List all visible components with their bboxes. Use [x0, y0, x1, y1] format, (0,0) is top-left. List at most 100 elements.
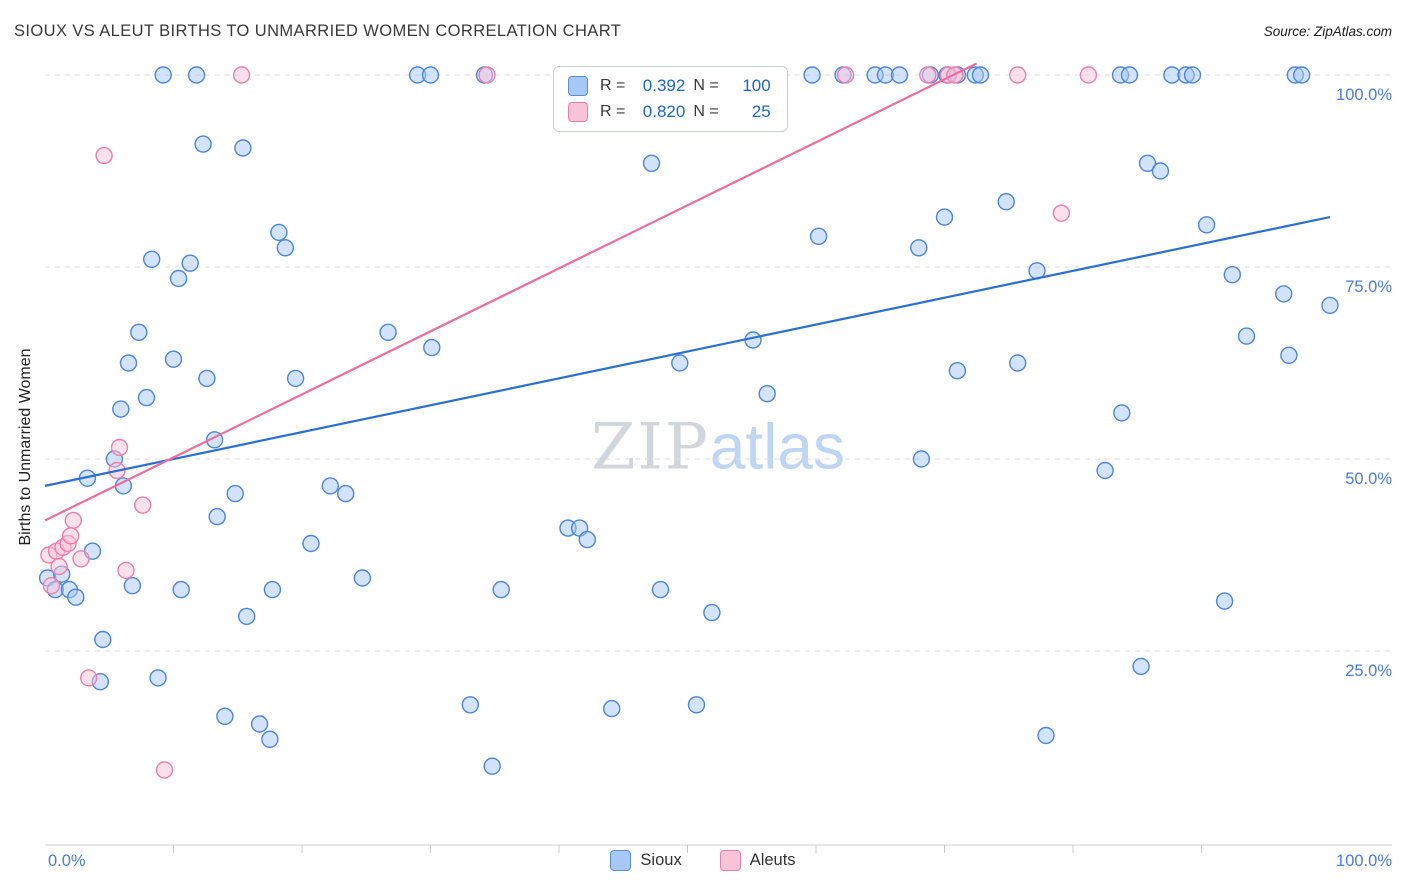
data-point-sioux	[1321, 296, 1339, 315]
data-point-sioux	[671, 354, 689, 372]
data-point-sioux	[237, 607, 256, 626]
data-point-sioux	[461, 696, 479, 714]
source-attribution[interactable]: Source: ZipAtlas.com	[1263, 24, 1392, 39]
data-point-sioux	[421, 66, 440, 84]
data-point-sioux	[935, 208, 954, 226]
data-point-sioux	[1151, 162, 1170, 180]
data-point-aleuts	[155, 761, 174, 779]
x-axis-end-label: 100.0%	[1336, 852, 1392, 870]
data-point-sioux	[137, 388, 156, 407]
y-axis-title: Births to Unmarried Women	[17, 348, 34, 546]
data-point-sioux	[142, 250, 161, 268]
data-point-sioux	[154, 66, 172, 84]
data-point-sioux	[164, 350, 183, 368]
data-point-sioux	[172, 580, 190, 599]
data-point-sioux	[1197, 216, 1216, 234]
data-point-sioux	[603, 699, 621, 718]
y-tick-label: 100.0%	[1336, 86, 1392, 104]
data-point-sioux	[1009, 354, 1027, 372]
page-title: SIOUX VS ALEUT BIRTHS TO UNMARRIED WOMEN…	[14, 22, 622, 40]
data-point-sioux	[910, 239, 928, 257]
aleuts-label: Aleuts	[749, 851, 796, 869]
data-point-sioux	[578, 530, 596, 549]
data-point-sioux	[1132, 657, 1150, 676]
sioux-swatch	[610, 850, 632, 871]
data-point-aleuts	[919, 66, 937, 84]
data-point-sioux	[208, 507, 226, 526]
data-point-sioux	[423, 338, 441, 357]
sioux-n-label: N =	[693, 77, 719, 94]
data-point-sioux	[948, 362, 967, 380]
data-point-aleuts	[72, 550, 90, 568]
data-point-sioux	[321, 477, 339, 495]
data-point-aleuts	[1079, 66, 1098, 84]
data-point-aleuts	[79, 669, 98, 687]
y-tick-label: 75.0%	[1345, 278, 1392, 296]
data-point-aleuts	[50, 557, 68, 576]
data-point-sioux	[123, 577, 142, 595]
data-point-sioux	[1138, 154, 1157, 173]
series-legend: Sioux Aleuts	[0, 850, 1406, 871]
data-point-aleuts	[836, 66, 855, 84]
data-point-sioux	[270, 223, 288, 242]
data-point-aleuts	[95, 146, 113, 165]
data-point-sioux	[1292, 66, 1311, 84]
data-point-sioux	[758, 385, 776, 403]
data-point-sioux	[353, 569, 372, 587]
legend-item-aleuts: Aleuts	[719, 850, 796, 871]
sioux-r-value: 0.392	[642, 76, 686, 95]
sioux-r-label: R =	[600, 77, 626, 94]
data-point-sioux	[112, 400, 130, 418]
data-point-sioux	[1120, 66, 1139, 84]
data-point-sioux	[1183, 66, 1202, 84]
aleuts-n-value: 25	[751, 102, 771, 121]
data-point-sioux	[67, 588, 85, 606]
data-point-aleuts	[64, 511, 83, 530]
data-point-sioux	[187, 66, 206, 84]
data-point-sioux	[483, 757, 501, 775]
data-point-aleuts	[110, 438, 129, 457]
data-point-sioux	[337, 484, 355, 503]
data-point-sioux	[149, 669, 167, 687]
sioux-label: Sioux	[640, 851, 682, 869]
data-point-sioux	[971, 66, 990, 84]
data-point-sioux	[997, 192, 1015, 211]
data-point-sioux	[263, 580, 282, 599]
data-point-sioux	[1215, 592, 1234, 610]
data-point-aleuts	[117, 561, 135, 580]
data-point-sioux	[642, 154, 661, 173]
data-point-sioux	[651, 580, 670, 599]
legend-item-sioux: Sioux	[610, 850, 682, 871]
data-point-sioux	[216, 707, 234, 725]
data-point-sioux	[169, 269, 188, 288]
data-point-sioux	[302, 534, 320, 553]
data-point-aleuts	[133, 496, 152, 514]
data-point-sioux	[94, 630, 112, 649]
data-point-sioux	[226, 484, 244, 503]
data-point-sioux	[276, 239, 294, 257]
data-point-sioux	[803, 66, 821, 84]
data-point-sioux	[1274, 285, 1293, 303]
data-point-sioux	[261, 730, 279, 748]
data-point-sioux	[194, 135, 212, 153]
data-point-sioux	[1280, 346, 1298, 364]
data-point-aleuts	[61, 527, 80, 545]
data-point-aleuts	[1052, 204, 1071, 222]
data-point-sioux	[492, 580, 510, 599]
y-tick-label: 50.0%	[1345, 470, 1392, 488]
data-point-aleuts	[1009, 66, 1027, 84]
data-point-sioux	[379, 323, 397, 341]
data-point-sioux	[1096, 461, 1114, 480]
data-point-sioux	[234, 139, 252, 157]
data-point-sioux	[703, 603, 721, 622]
data-point-aleuts	[232, 66, 251, 84]
data-point-aleuts	[42, 577, 61, 595]
data-point-sioux	[250, 715, 269, 733]
sioux-n-value: 100	[742, 76, 771, 95]
data-point-sioux	[1223, 266, 1242, 284]
data-point-sioux	[119, 354, 138, 372]
data-point-sioux	[890, 66, 909, 84]
correlation-legend-box: R = 0.392 N = 100 R = 0.820 N = 25	[553, 66, 788, 132]
